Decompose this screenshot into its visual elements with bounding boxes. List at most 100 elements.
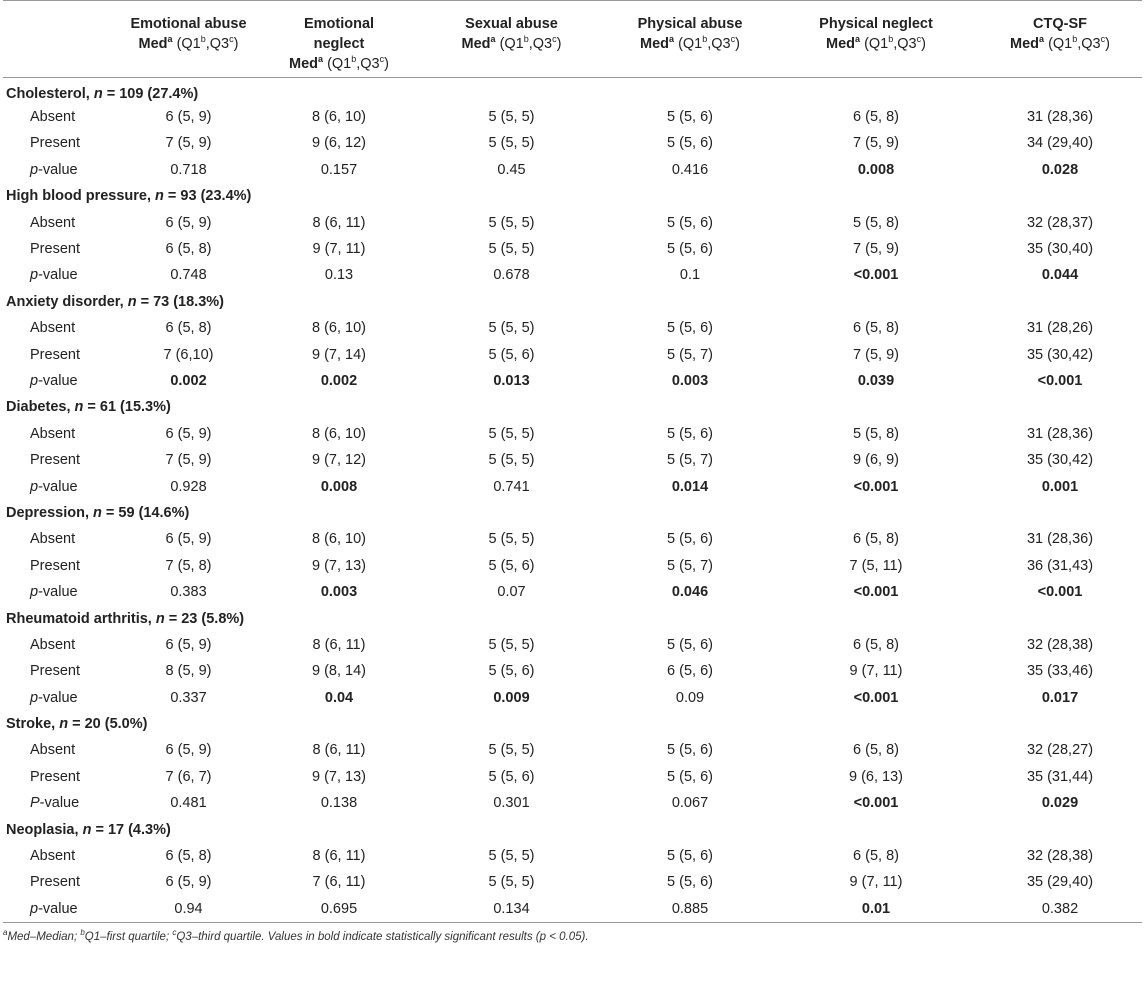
table-cell: 0.157 bbox=[320, 161, 358, 178]
row-label: p-value bbox=[30, 584, 78, 601]
table-cell: 5 (5, 7) bbox=[667, 557, 713, 574]
table-cell: 0.481 bbox=[170, 795, 207, 812]
table-cell: 36 (31,43) bbox=[1026, 557, 1094, 574]
header-stats: Meda (Q1b,Q3c) bbox=[461, 34, 562, 52]
results-table-container: Emotional abuse Meda (Q1b,Q3c) Emotional… bbox=[3, 0, 1142, 943]
row-label: Absent bbox=[30, 848, 76, 865]
table-row: Present 7 (5, 9) 9 (6, 12) 5 (5, 5) 5 (5, 6)… bbox=[3, 130, 1142, 156]
table-row: Present 7 (6,10) 9 (7, 14) 5 (5, 6) 5 (5, 7)… bbox=[3, 341, 1142, 367]
table-cell: 7 (5, 9) bbox=[853, 346, 899, 363]
table-cell: 5 (5, 5) bbox=[488, 135, 535, 152]
table-row: Present 7 (5, 8) 9 (7, 13) 5 (5, 6) 5 (5, 7)… bbox=[3, 553, 1142, 579]
table-cell: 7 (6, 7) bbox=[165, 768, 212, 785]
row-label: p-value bbox=[30, 267, 78, 284]
table-row: p-value 0.383 0.003 0.07 0.046 <0.001 <0.001 bbox=[3, 579, 1142, 605]
row-label: Absent bbox=[30, 109, 76, 126]
table-cell: 0.748 bbox=[170, 267, 207, 284]
table-cell: 5 (5, 5) bbox=[488, 452, 535, 469]
row-label: Absent bbox=[30, 531, 76, 548]
table-cell: 0.01 bbox=[774, 895, 978, 923]
table-cell: 5 (5, 5) bbox=[488, 214, 535, 231]
header-physical-neglect: Physical neglect Meda (Q1b,Q3c) bbox=[774, 0, 978, 78]
group-row: Stroke, n = 20 (5.0%) bbox=[3, 711, 1142, 737]
table-cell: 9 (7, 13) bbox=[312, 557, 366, 574]
table-cell: 31 (28,26) bbox=[1026, 320, 1094, 337]
table-cell: 0.067 bbox=[671, 795, 709, 812]
group-row: Cholesterol, n = 109 (27.4%) bbox=[3, 78, 1142, 104]
table-cell: 0.301 bbox=[493, 795, 530, 812]
table-cell: 0.07 bbox=[497, 584, 526, 601]
table-row: Absent 6 (5, 9) 8 (6, 10) 5 (5, 5) 5 (5, 6) 6… bbox=[3, 104, 1142, 130]
table-row: p-value 0.002 0.002 0.013 0.003 0.039 <0.001 bbox=[3, 368, 1142, 394]
table-cell: 6 (5, 9) bbox=[165, 742, 212, 759]
table-row: Absent 6 (5, 9) 8 (6, 11) 5 (5, 5) 5 (5, 6) 6… bbox=[3, 632, 1142, 658]
table-cell: 5 (5, 6) bbox=[667, 135, 713, 152]
row-label: p-value bbox=[30, 372, 78, 389]
table-cell: 0.09 bbox=[675, 689, 705, 706]
table-cell: <0.001 bbox=[853, 689, 899, 706]
table-cell: 0.678 bbox=[493, 267, 530, 284]
table-cell: 5 (5, 6) bbox=[488, 663, 535, 680]
table-cell: 5 (5, 7) bbox=[667, 346, 713, 363]
table-row: P-value 0.481 0.138 0.301 0.067 <0.001 0.029 bbox=[3, 790, 1142, 816]
table-cell: 5 (5, 5) bbox=[488, 848, 535, 865]
table-row: p-value 0.94 0.695 0.134 0.885 0.01 0.382 bbox=[3, 895, 1142, 923]
row-label: Absent bbox=[30, 636, 76, 653]
table-cell: 32 (28,27) bbox=[1026, 742, 1094, 759]
header-title: CTQ-SF bbox=[1033, 16, 1087, 32]
group-row: Rheumatoid arthritis, n = 23 (5.8%) bbox=[3, 605, 1142, 631]
group-heading: Diabetes, n = 61 (15.3%) bbox=[6, 399, 171, 416]
table-cell: <0.001 bbox=[853, 584, 899, 601]
table-cell: 9 (7, 12) bbox=[312, 452, 366, 469]
table-cell: 0.695 bbox=[261, 895, 417, 923]
table-cell: 0.13 bbox=[324, 267, 354, 284]
row-label: Absent bbox=[30, 742, 76, 759]
table-cell: 5 (5, 6) bbox=[667, 425, 713, 442]
row-label: Present bbox=[30, 663, 80, 680]
table-cell: 0.013 bbox=[493, 372, 530, 389]
table-footnote: aMed–Median; bQ1–first quartile; cQ3–thi… bbox=[3, 927, 589, 943]
table-cell: 9 (7, 14) bbox=[312, 346, 366, 363]
table-cell: <0.001 bbox=[853, 267, 899, 284]
table-cell: 8 (6, 11) bbox=[312, 214, 366, 231]
table-row: Present 7 (5, 9) 9 (7, 12) 5 (5, 5) 5 (5, 7)… bbox=[3, 447, 1142, 473]
table-cell: 6 (5, 9) bbox=[165, 214, 212, 231]
table-cell: 0.029 bbox=[1041, 795, 1079, 812]
table-cell: 7 (5, 8) bbox=[165, 557, 212, 574]
table-cell: 5 (5, 6) bbox=[667, 531, 713, 548]
table-cell: 6 (5, 9) bbox=[165, 109, 212, 126]
table-cell: 0.001 bbox=[1041, 478, 1079, 495]
table-cell: 0.008 bbox=[320, 478, 358, 495]
table-cell: <0.001 bbox=[1037, 372, 1083, 389]
table-cell: 6 (5, 6) bbox=[667, 663, 713, 680]
header-stats: Meda (Q1b,Q3c) bbox=[1010, 34, 1110, 52]
row-label: Present bbox=[30, 874, 80, 891]
table-row: Absent 6 (5, 9) 8 (6, 11) 5 (5, 5) 5 (5, 6) 6… bbox=[3, 737, 1142, 763]
table-cell: 5 (5, 5) bbox=[488, 636, 535, 653]
table-cell: 6 (5, 8) bbox=[853, 848, 899, 865]
header-stats: Meda (Q1b,Q3c) bbox=[289, 54, 389, 72]
table-cell: 5 (5, 6) bbox=[667, 874, 713, 891]
table-cell: 0.039 bbox=[857, 372, 895, 389]
header-title: Emotional abuse bbox=[130, 16, 247, 32]
table-cell: 6 (5, 8) bbox=[165, 241, 212, 258]
row-label: Absent bbox=[30, 214, 76, 231]
table-cell: 6 (5, 9) bbox=[165, 636, 212, 653]
row-label: Present bbox=[30, 768, 80, 785]
table-cell: 8 (5, 9) bbox=[165, 663, 212, 680]
table-row: Absent 6 (5, 9) 8 (6, 10) 5 (5, 5) 5 (5, 6) 6… bbox=[3, 526, 1142, 552]
row-label: p-value bbox=[30, 478, 78, 495]
table-cell: 32 (28,38) bbox=[1026, 848, 1094, 865]
header-physical-abuse: Physical abuse Meda (Q1b,Q3c) bbox=[606, 0, 774, 78]
table-cell: 9 (6, 13) bbox=[849, 768, 903, 785]
table-cell: 0.1 bbox=[679, 267, 701, 284]
table-cell: 31 (28,36) bbox=[1026, 425, 1094, 442]
table-cell: 0.416 bbox=[671, 161, 709, 178]
table-cell: 32 (28,38) bbox=[1026, 636, 1094, 653]
row-label: Present bbox=[30, 557, 80, 574]
group-heading: Depression, n = 59 (14.6%) bbox=[6, 504, 190, 521]
table-cell: 5 (5, 8) bbox=[853, 214, 899, 231]
table-cell: 5 (5, 5) bbox=[488, 425, 535, 442]
table-row: Absent 6 (5, 8) 8 (6, 10) 5 (5, 5) 5 (5, 6) 6… bbox=[3, 315, 1142, 341]
table-cell: 5 (5, 6) bbox=[667, 742, 713, 759]
